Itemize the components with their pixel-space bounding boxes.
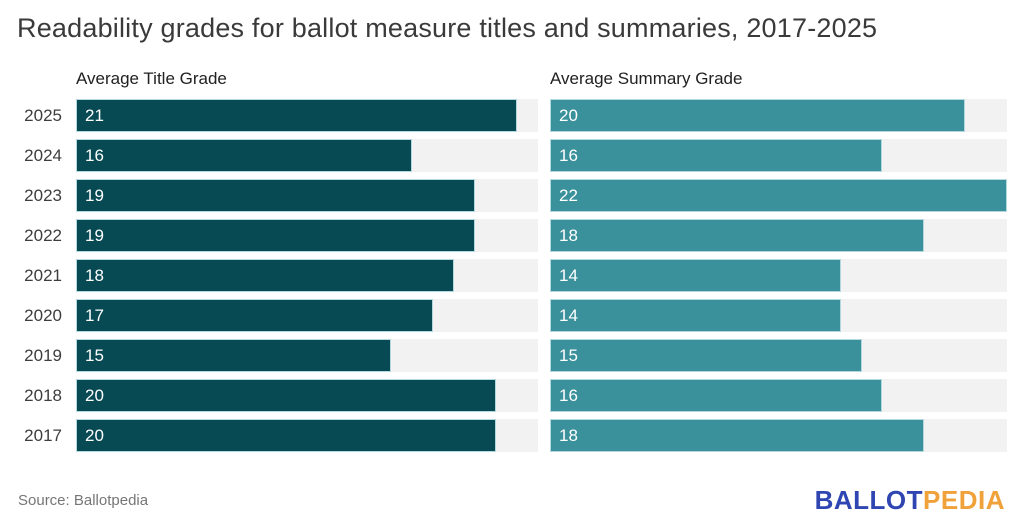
summary-bar: 18	[550, 419, 924, 452]
bar-value-label: 19	[85, 225, 104, 245]
bar-value-label: 14	[559, 265, 578, 285]
title-bar: 19	[76, 219, 475, 252]
bar-value-label: 20	[85, 425, 104, 445]
year-label: 2018	[24, 386, 62, 405]
bar-value-label: 18	[559, 425, 578, 445]
bar-value-label: 19	[85, 185, 104, 205]
summary-bar: 18	[550, 219, 924, 252]
left-bar-track: 18	[76, 259, 538, 292]
source-label: Source: Ballotpedia	[18, 492, 149, 509]
right-bar-track: 15	[550, 339, 1007, 372]
summary-bar: 16	[550, 379, 883, 412]
title-bar: 19	[76, 179, 475, 212]
bar-value-label: 14	[559, 305, 578, 325]
right-bar-track: 16	[550, 139, 1007, 172]
bar-chart: 2025 21 20 2024 16 16 2023 19 22 2022 19 18 2021 18 14…	[0, 99, 1007, 459]
bar-value-label: 16	[559, 385, 578, 405]
ballotpedia-logo: BALLOTPEDIA	[815, 485, 1005, 516]
left-bar-track: 19	[76, 179, 538, 212]
bar-value-label: 15	[559, 345, 578, 365]
right-bar-track: 20	[550, 99, 1007, 132]
year-label: 2023	[24, 186, 62, 205]
chart-row: 2021 18 14	[0, 259, 1007, 292]
year-label: 2022	[24, 226, 62, 245]
right-bar-track: 22	[550, 179, 1007, 212]
bar-value-label: 16	[85, 145, 104, 165]
chart-row: 2025 21 20	[0, 99, 1007, 132]
title-bar: 15	[76, 339, 391, 372]
left-column-header: Average Title Grade	[76, 69, 227, 88]
left-bar-track: 15	[76, 339, 538, 372]
right-bar-track: 14	[550, 259, 1007, 292]
bar-value-label: 21	[85, 105, 104, 125]
year-label: 2021	[24, 266, 62, 285]
summary-bar: 15	[550, 339, 862, 372]
left-bar-track: 17	[76, 299, 538, 332]
title-bar: 20	[76, 379, 496, 412]
chart-row: 2017 20 18	[0, 419, 1007, 452]
bar-value-label: 17	[85, 305, 104, 325]
summary-bar: 22	[550, 179, 1007, 212]
left-bar-track: 19	[76, 219, 538, 252]
right-bar-track: 18	[550, 219, 1007, 252]
right-bar-track: 18	[550, 419, 1007, 452]
summary-bar: 20	[550, 99, 966, 132]
year-label: 2025	[24, 106, 62, 125]
left-bar-track: 21	[76, 99, 538, 132]
bar-value-label: 15	[85, 345, 104, 365]
year-label: 2020	[24, 306, 62, 325]
bar-value-label: 20	[559, 105, 578, 125]
chart-row: 2019 15 15	[0, 339, 1007, 372]
left-bar-track: 16	[76, 139, 538, 172]
bar-value-label: 18	[559, 225, 578, 245]
right-bar-track: 14	[550, 299, 1007, 332]
bar-value-label: 16	[559, 145, 578, 165]
right-bar-track: 16	[550, 379, 1007, 412]
page-title: Readability grades for ballot measure ti…	[17, 13, 878, 43]
summary-bar: 16	[550, 139, 883, 172]
title-bar: 17	[76, 299, 433, 332]
title-bar: 21	[76, 99, 517, 132]
title-bar: 16	[76, 139, 412, 172]
year-label: 2019	[24, 346, 62, 365]
chart-row: 2023 19 22	[0, 179, 1007, 212]
left-bar-track: 20	[76, 419, 538, 452]
chart-row: 2020 17 14	[0, 299, 1007, 332]
right-column-header: Average Summary Grade	[550, 69, 743, 88]
summary-bar: 14	[550, 259, 841, 292]
left-bar-track: 20	[76, 379, 538, 412]
title-bar: 20	[76, 419, 496, 452]
summary-bar: 14	[550, 299, 841, 332]
logo-ballot-text: BALLOT	[814, 485, 924, 515]
bar-value-label: 22	[559, 185, 578, 205]
title-bar: 18	[76, 259, 454, 292]
year-label: 2024	[24, 146, 62, 165]
logo-pedia-text: PEDIA	[923, 485, 1005, 515]
chart-row: 2018 20 16	[0, 379, 1007, 412]
year-label: 2017	[24, 426, 62, 445]
chart-row: 2022 19 18	[0, 219, 1007, 252]
chart-row: 2024 16 16	[0, 139, 1007, 172]
bar-value-label: 20	[85, 385, 104, 405]
bar-value-label: 18	[85, 265, 104, 285]
